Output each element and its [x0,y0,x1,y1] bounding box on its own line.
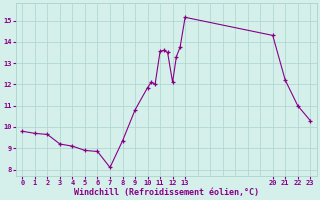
X-axis label: Windchill (Refroidissement éolien,°C): Windchill (Refroidissement éolien,°C) [74,188,259,197]
